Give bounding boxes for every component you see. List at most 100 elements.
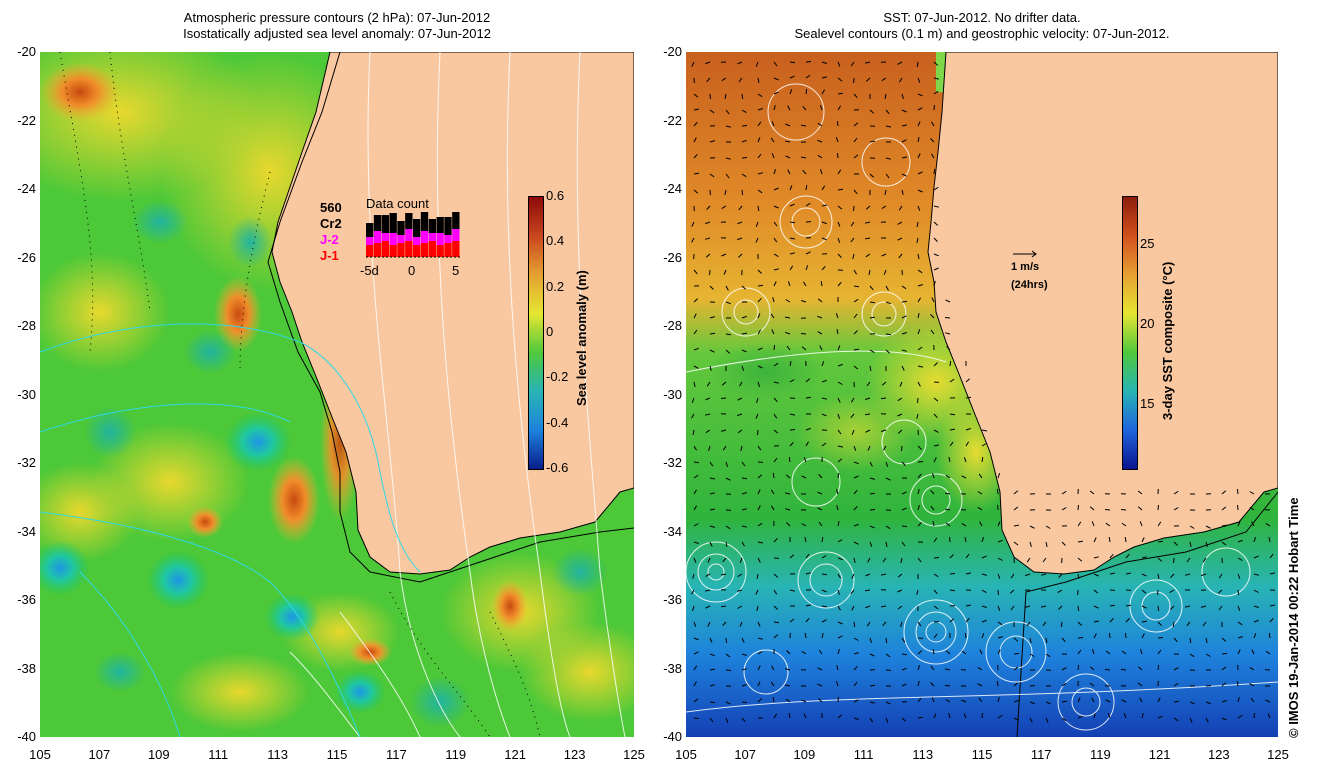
right-latitude-tick: -36: [663, 592, 682, 607]
sea-level-anomaly-map[interactable]: 560 Cr2 J-2 J-1 Data count -5d 0 5: [40, 52, 634, 737]
left-longitude-tick: 107: [88, 747, 111, 762]
histogram-bar: [373, 243, 382, 257]
sst-colorbar-title: 3-day SST composite (°C): [1160, 261, 1175, 420]
sea-level-colorbar-tick: 0.2: [546, 278, 565, 294]
sea-level-colorbar-title: Sea level anomaly (m): [574, 270, 589, 406]
right-latitude-tick: -34: [663, 523, 682, 539]
histogram-bar: [373, 231, 382, 243]
sea-level-colorbar: [528, 196, 544, 470]
data-count-xtick-2: 0: [408, 263, 416, 278]
left-latitude-tick: -30: [17, 386, 36, 402]
right-latitude-tick: -38: [663, 660, 682, 676]
left-latitude-tick: -26: [17, 249, 36, 265]
left-latitude-tick: -20: [17, 44, 36, 59]
histogram-bar: [397, 243, 405, 257]
histogram-bar: [389, 233, 397, 245]
left-longitude-tick: 113: [267, 747, 288, 762]
velocity-key-speed: 1 m/s: [1011, 261, 1040, 273]
histogram-bar: [413, 219, 421, 237]
sea-level-colorbar-tick: 0.6: [546, 188, 565, 203]
right-latitude-tick: -28: [663, 318, 682, 333]
right-longitude-tick: 121: [1148, 747, 1171, 762]
sea-level-colorbar-tick: 0: [546, 324, 554, 339]
right-title-line2: Sealevel contours (0.1 m) and geostrophi…: [794, 26, 1170, 41]
right-latitude-tick: -24: [663, 181, 682, 196]
histogram-bar: [428, 241, 436, 257]
left-longitude-tick: 125: [623, 747, 645, 762]
histogram-bar: [420, 243, 429, 257]
data-count-histogram: [366, 212, 460, 258]
right-latitude-tick: -26: [663, 249, 682, 265]
histogram-bar: [366, 245, 374, 257]
data-count-xtick-1: -5d: [360, 263, 379, 278]
left-longitude-tick: 119: [445, 747, 467, 762]
right-longitude-tick: 125: [1267, 747, 1289, 762]
histogram-bar: [373, 215, 382, 231]
histogram-bar: [452, 241, 460, 257]
right-longitude-tick: 117: [1030, 747, 1052, 762]
sea-level-colorbar-tick: -0.4: [546, 414, 569, 430]
satellite-label-j2: J-2: [320, 232, 339, 247]
histogram-bar: [436, 233, 444, 245]
histogram-bar: [381, 215, 389, 233]
right-latitude-tick: -22: [663, 112, 682, 128]
histogram-bar: [405, 241, 413, 257]
left-latitude-tick: -38: [17, 660, 36, 676]
histogram-bar: [428, 233, 436, 241]
histogram-bar: [381, 233, 389, 241]
sst-colorbar: [1122, 196, 1138, 470]
histogram-bar: [366, 223, 374, 237]
left-longitude-tick: 117: [386, 747, 407, 762]
right-longitude-tick: 113: [912, 747, 934, 762]
histogram-bar: [389, 213, 397, 233]
left-longitude-tick: 105: [29, 747, 51, 762]
histogram-bar: [444, 235, 452, 243]
histogram-bar: [413, 237, 421, 245]
histogram-bar: [405, 229, 413, 241]
sst-colorbar-tick: 20: [1140, 316, 1155, 331]
imos-credit: © IMOS 19-Jan-2014 00:22 Hobart Time: [1286, 497, 1301, 738]
histogram-bar: [428, 219, 436, 233]
satellite-label-cr2: Cr2: [320, 216, 342, 231]
right-longitude-tick: 123: [1207, 747, 1230, 762]
right-latitude-tick: -40: [663, 729, 682, 744]
left-panel-title: Atmospheric pressure contours (2 hPa): 0…: [40, 10, 634, 42]
right-longitude-tick: 115: [971, 747, 993, 762]
left-latitude-tick: -32: [17, 455, 36, 470]
sea-level-map-svg: [40, 52, 634, 737]
histogram-bar: [397, 235, 405, 243]
histogram-bar: [405, 213, 413, 229]
sst-map[interactable]: 1 m/s (24hrs): [686, 52, 1278, 737]
histogram-bar: [397, 221, 405, 235]
histogram-bar: [444, 243, 452, 257]
right-longitude-tick: 119: [1090, 747, 1111, 762]
histogram-bar: [381, 241, 389, 257]
left-longitude-tick: 111: [208, 747, 229, 762]
right-latitude-tick: -32: [663, 455, 682, 470]
right-panel-title: SST: 07-Jun-2012. No drifter data. Seale…: [686, 10, 1278, 42]
right-latitude-tick: -20: [663, 44, 682, 59]
velocity-key-duration: (24hrs): [1011, 279, 1048, 291]
sea-level-colorbar-tick: -0.2: [546, 369, 569, 385]
left-longitude-tick: 121: [504, 747, 527, 762]
left-latitude-tick: -40: [17, 729, 36, 744]
left-latitude-tick: -24: [17, 181, 36, 196]
histogram-bar: [366, 237, 374, 245]
right-longitude-tick: 107: [734, 747, 757, 762]
left-longitude-tick: 115: [326, 747, 348, 762]
histogram-bar: [420, 231, 429, 243]
left-latitude-tick: -34: [17, 523, 36, 539]
histogram-bar: [413, 245, 421, 257]
histogram-bar: [420, 212, 429, 231]
sst-colorbar-tick: 25: [1140, 236, 1155, 251]
sst-colorbar-tick: 15: [1140, 396, 1155, 411]
left-title-line1: Atmospheric pressure contours (2 hPa): 0…: [183, 10, 491, 25]
data-count-title: Data count: [366, 196, 429, 211]
sea-level-colorbar-tick: -0.6: [546, 460, 569, 475]
right-title-line1: SST: 07-Jun-2012. No drifter data.: [883, 10, 1081, 25]
histogram-bar: [452, 229, 460, 241]
satellite-count: 560: [320, 200, 342, 215]
histogram-bar: [452, 212, 460, 229]
left-latitude-tick: -22: [17, 112, 36, 128]
satellite-label-j1: J-1: [320, 248, 339, 263]
